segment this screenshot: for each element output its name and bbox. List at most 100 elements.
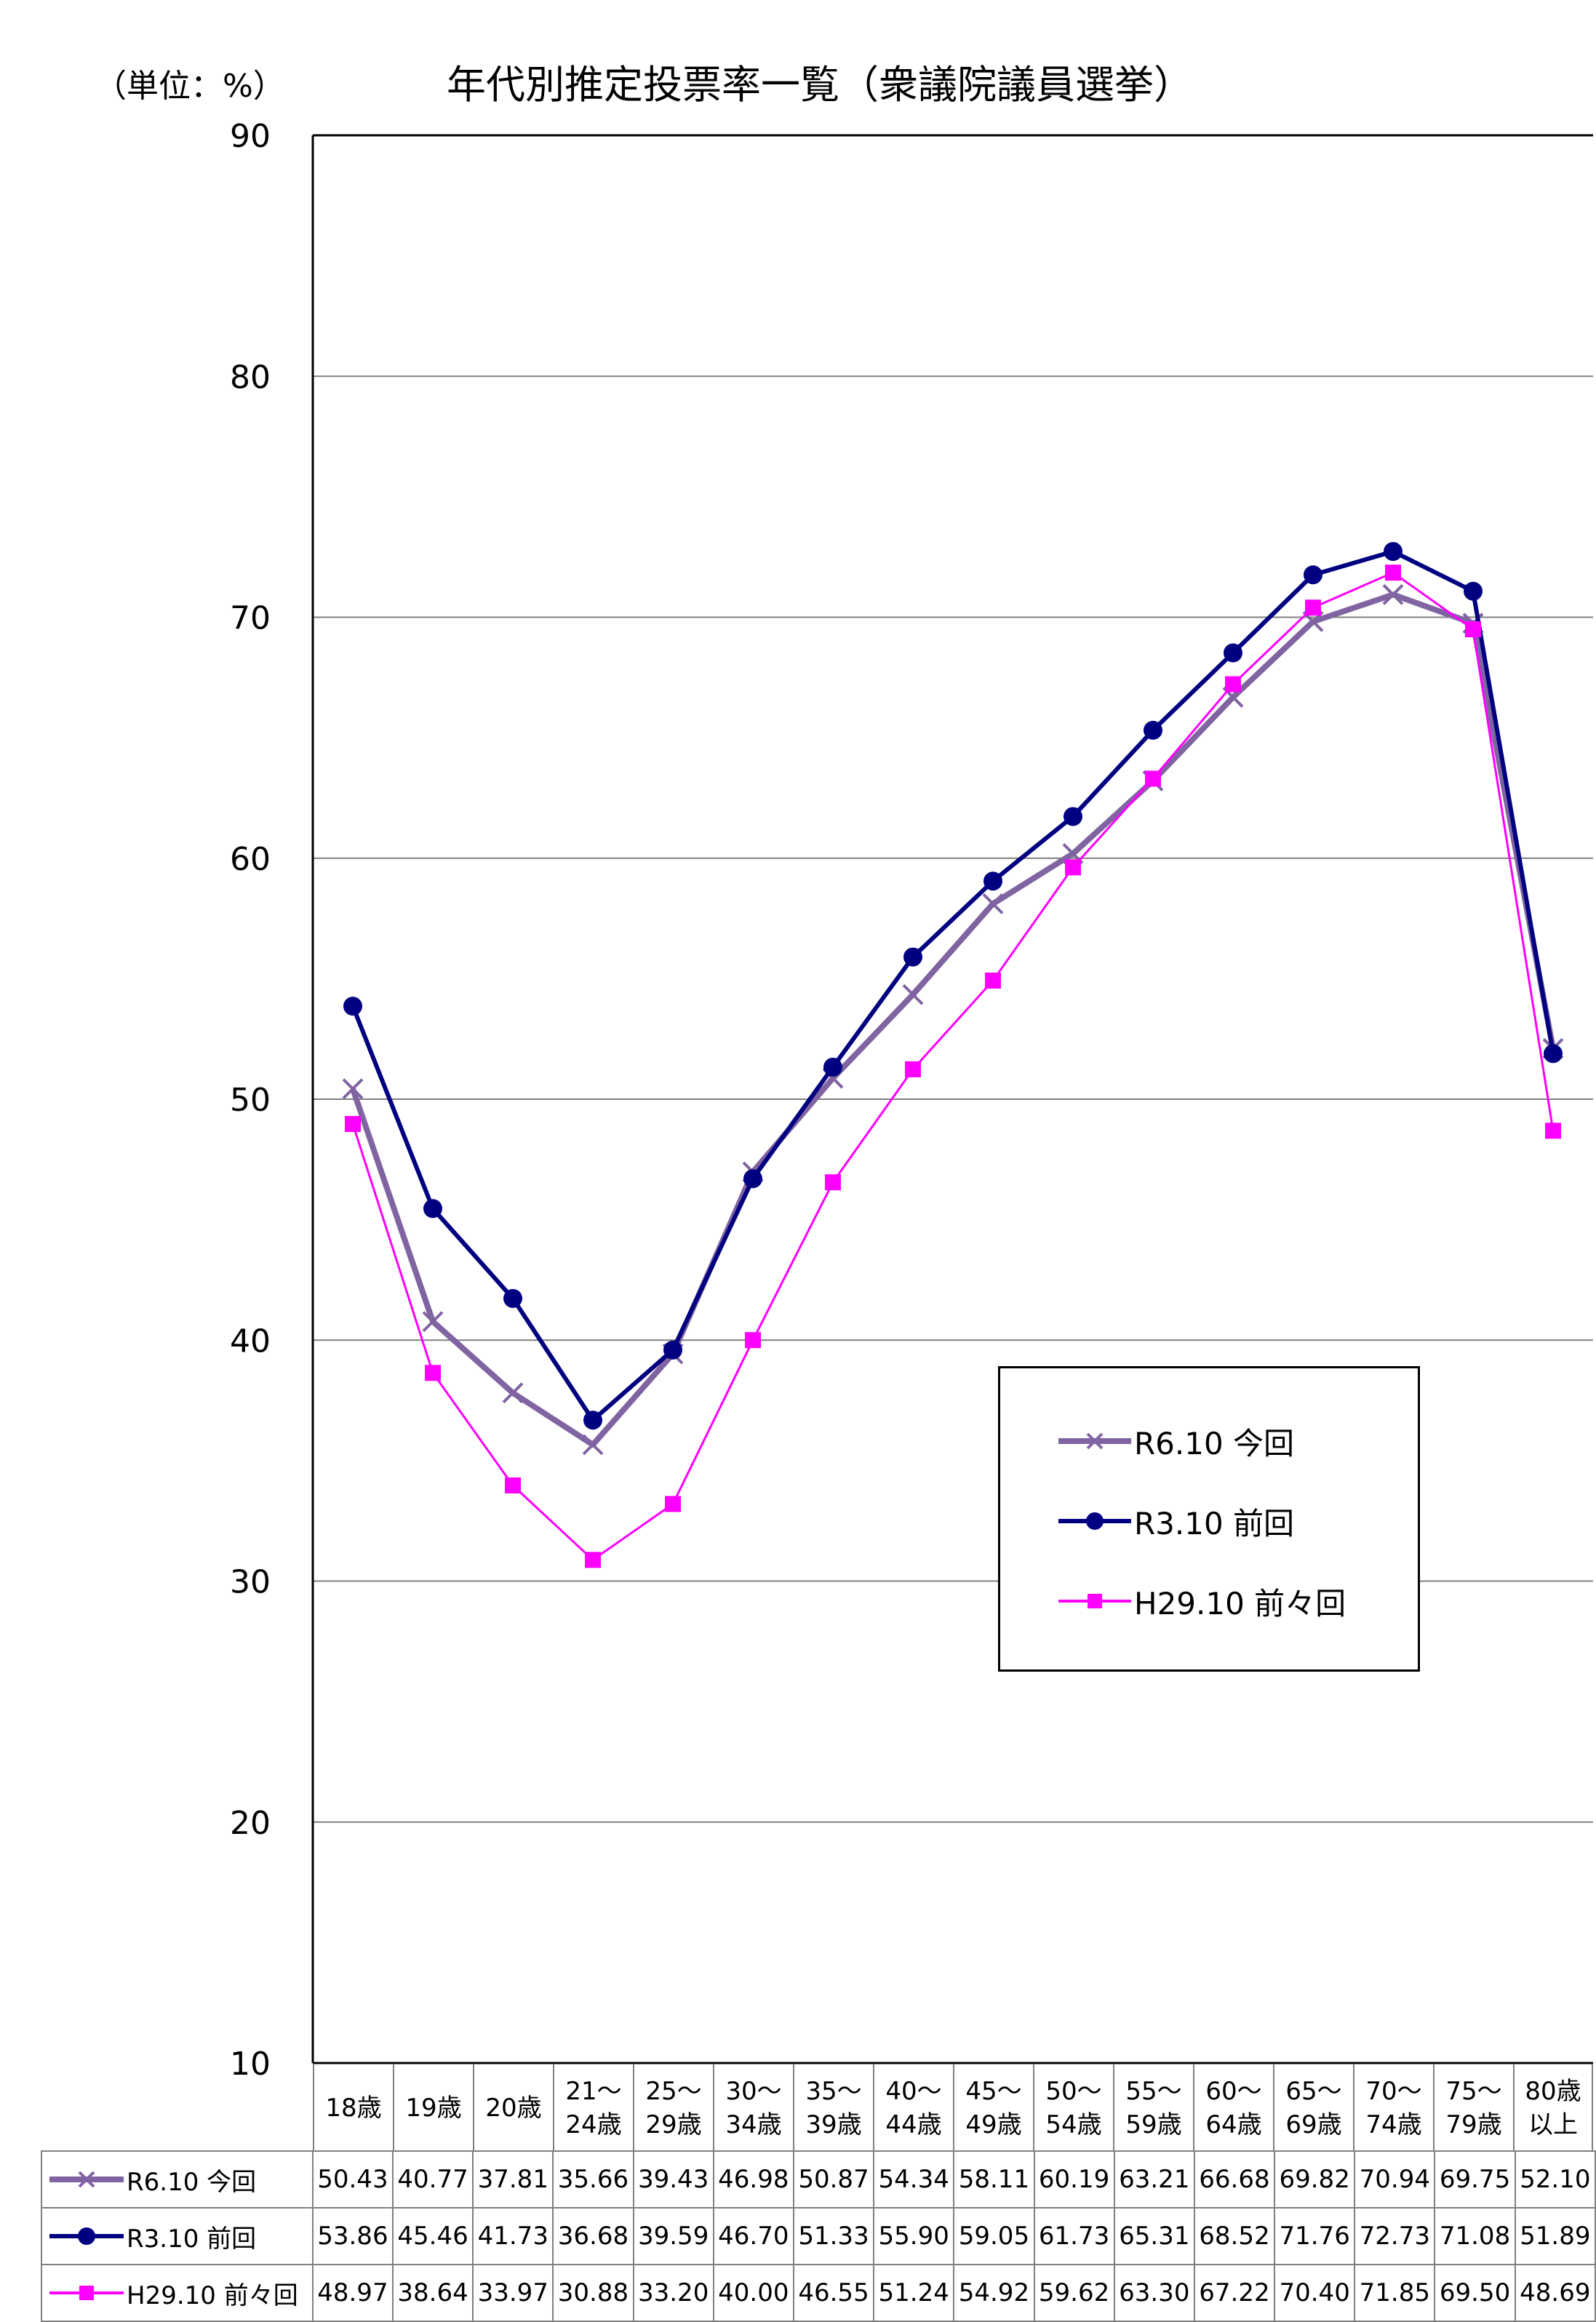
value-cell: 36.68 [552,2207,634,2265]
data-point-h29 [745,1332,761,1349]
data-point-r3 [1384,542,1403,562]
data-point-h29 [425,1365,441,1381]
series-name: H29.10 前々回 [127,2281,298,2310]
value-cell: 70.40 [1274,2264,1356,2322]
value-cell: 35.66 [552,2150,634,2209]
value-cell: 39.59 [632,2207,714,2265]
data-point-r6 [1382,583,1404,605]
value-cell: 33.20 [632,2264,714,2322]
legend-item-r3: R3.10 前回 [1058,1499,1294,1543]
x-tick-label: 40〜 44歳 [873,2064,953,2152]
value-cell: 50.87 [792,2150,875,2209]
legend-marker-square-icon [1058,1594,1131,1608]
value-cell: 69.50 [1434,2264,1516,2322]
value-cell: 69.82 [1274,2150,1356,2209]
series-name: R3.10 前回 [127,2224,257,2254]
data-point-h29 [905,1061,921,1077]
series-name-cell: R6.10 今回 [41,2150,314,2209]
value-cell: 67.22 [1193,2264,1276,2322]
series-line-1 [351,549,1555,1423]
value-cell: 59.62 [1033,2264,1115,2322]
data-point-h29 [505,1477,521,1493]
table-row: R6.10 今回 50.43 40.77 37.81 35.66 39.43 46.98 50… [41,2150,1596,2209]
data-point-r6 [902,984,924,1005]
legend-item-r6: R6.10 今回 [1058,1419,1294,1463]
value-cell: 54.34 [873,2150,955,2209]
x-tick-label: 50〜 54歳 [1033,2064,1113,2152]
value-cell: 68.52 [1193,2207,1276,2265]
x-tick-label: 35〜 39歳 [793,2064,873,2152]
data-point-r3 [503,1288,522,1308]
legend-marker-circle-icon [1058,1512,1131,1530]
value-cell: 54.92 [953,2264,1035,2322]
data-point-r3 [1304,565,1322,585]
series-line-0 [350,591,1556,1448]
data-point-r6 [502,1382,524,1404]
value-cell: 39.43 [632,2150,714,2209]
data-point-h29 [665,1496,681,1512]
x-tick-label: 65〜 69歳 [1273,2064,1353,2152]
y-tick-label: 90 [230,118,271,155]
table-row: H29.10 前々回 48.97 38.64 33.97 30.88 33.20 40.00… [41,2264,1596,2322]
value-cell: 46.98 [712,2150,794,2209]
y-tick-label: 10 [230,2046,271,2083]
data-point-h29 [985,973,1001,989]
value-cell: 53.86 [311,2207,394,2265]
value-cell: 69.75 [1434,2150,1516,2209]
data-point-h29 [1545,1122,1561,1139]
data-point-h29 [1225,676,1241,693]
x-tick-label: 21〜 24歳 [553,2064,633,2152]
value-cell: 37.81 [472,2150,554,2209]
x-tick-label: 55〜 59歳 [1113,2064,1193,2152]
data-point-h29 [345,1116,361,1133]
value-cell: 51.89 [1514,2207,1596,2265]
value-cell: 33.97 [472,2264,554,2322]
value-cell: 63.21 [1113,2150,1195,2209]
legend-marker-x-icon [1058,1432,1131,1450]
data-point-r3 [1464,581,1483,601]
x-tick-label: 20歳 [473,2064,553,2152]
y-tick-label: 50 [230,1082,271,1119]
data-point-h29 [585,1552,601,1568]
series-name-cell: H29.10 前々回 [41,2264,314,2322]
value-cell: 38.64 [391,2264,474,2322]
x-tick-label: 60〜 64歳 [1193,2064,1273,2152]
value-cell: 59.05 [953,2207,1035,2265]
data-point-h29 [1465,621,1481,638]
x-tick-label: 70〜 74歳 [1353,2064,1433,2152]
data-point-h29 [825,1174,841,1191]
chart-title: 年代別推定投票率一覧（衆議院議員選挙） [447,62,1193,108]
value-cell: 52.10 [1514,2150,1596,2209]
data-point-r3 [1224,643,1242,663]
data-table: R6.10 今回 50.43 40.77 37.81 35.66 39.43 46.98 50… [41,2150,1596,2322]
value-cell: 51.33 [792,2207,875,2265]
data-point-r3 [743,1169,762,1189]
data-point-r3 [663,1340,682,1360]
value-cell: 61.73 [1033,2207,1115,2265]
series-line-2 [351,571,1555,1561]
table-row: R3.10 前回 53.86 45.46 41.73 36.68 39.59 46.70 51… [41,2207,1596,2265]
data-point-h29 [1065,859,1081,876]
data-point-r3 [343,997,362,1016]
x-tick-label: 75〜 79歳 [1433,2064,1513,2152]
data-point-r3 [1064,807,1082,826]
value-cell: 71.08 [1434,2207,1516,2265]
data-point-r3 [1544,1044,1563,1064]
legend: R6.10 今回 R3.10 前回 H29.10 前々回 [998,1366,1420,1672]
data-point-r6 [342,1078,364,1100]
value-cell: 46.70 [712,2207,794,2265]
row-marker-circle-icon [49,2227,124,2245]
series-name-cell: R3.10 前回 [41,2207,314,2265]
legend-label-h29: H29.10 前々回 [1134,1585,1346,1621]
value-cell: 50.43 [311,2150,394,2209]
value-cell: 60.19 [1033,2150,1115,2209]
data-point-r3 [583,1411,602,1430]
x-tick-label: 18歳 [313,2064,393,2152]
value-cell: 70.94 [1354,2150,1436,2209]
data-point-r3 [823,1057,842,1077]
legend-item-h29: H29.10 前々回 [1058,1579,1346,1623]
y-tick-label: 30 [230,1564,271,1601]
x-tick-label: 45〜 49歳 [953,2064,1033,2152]
value-cell: 72.73 [1354,2207,1436,2265]
data-point-r3 [1144,720,1162,740]
